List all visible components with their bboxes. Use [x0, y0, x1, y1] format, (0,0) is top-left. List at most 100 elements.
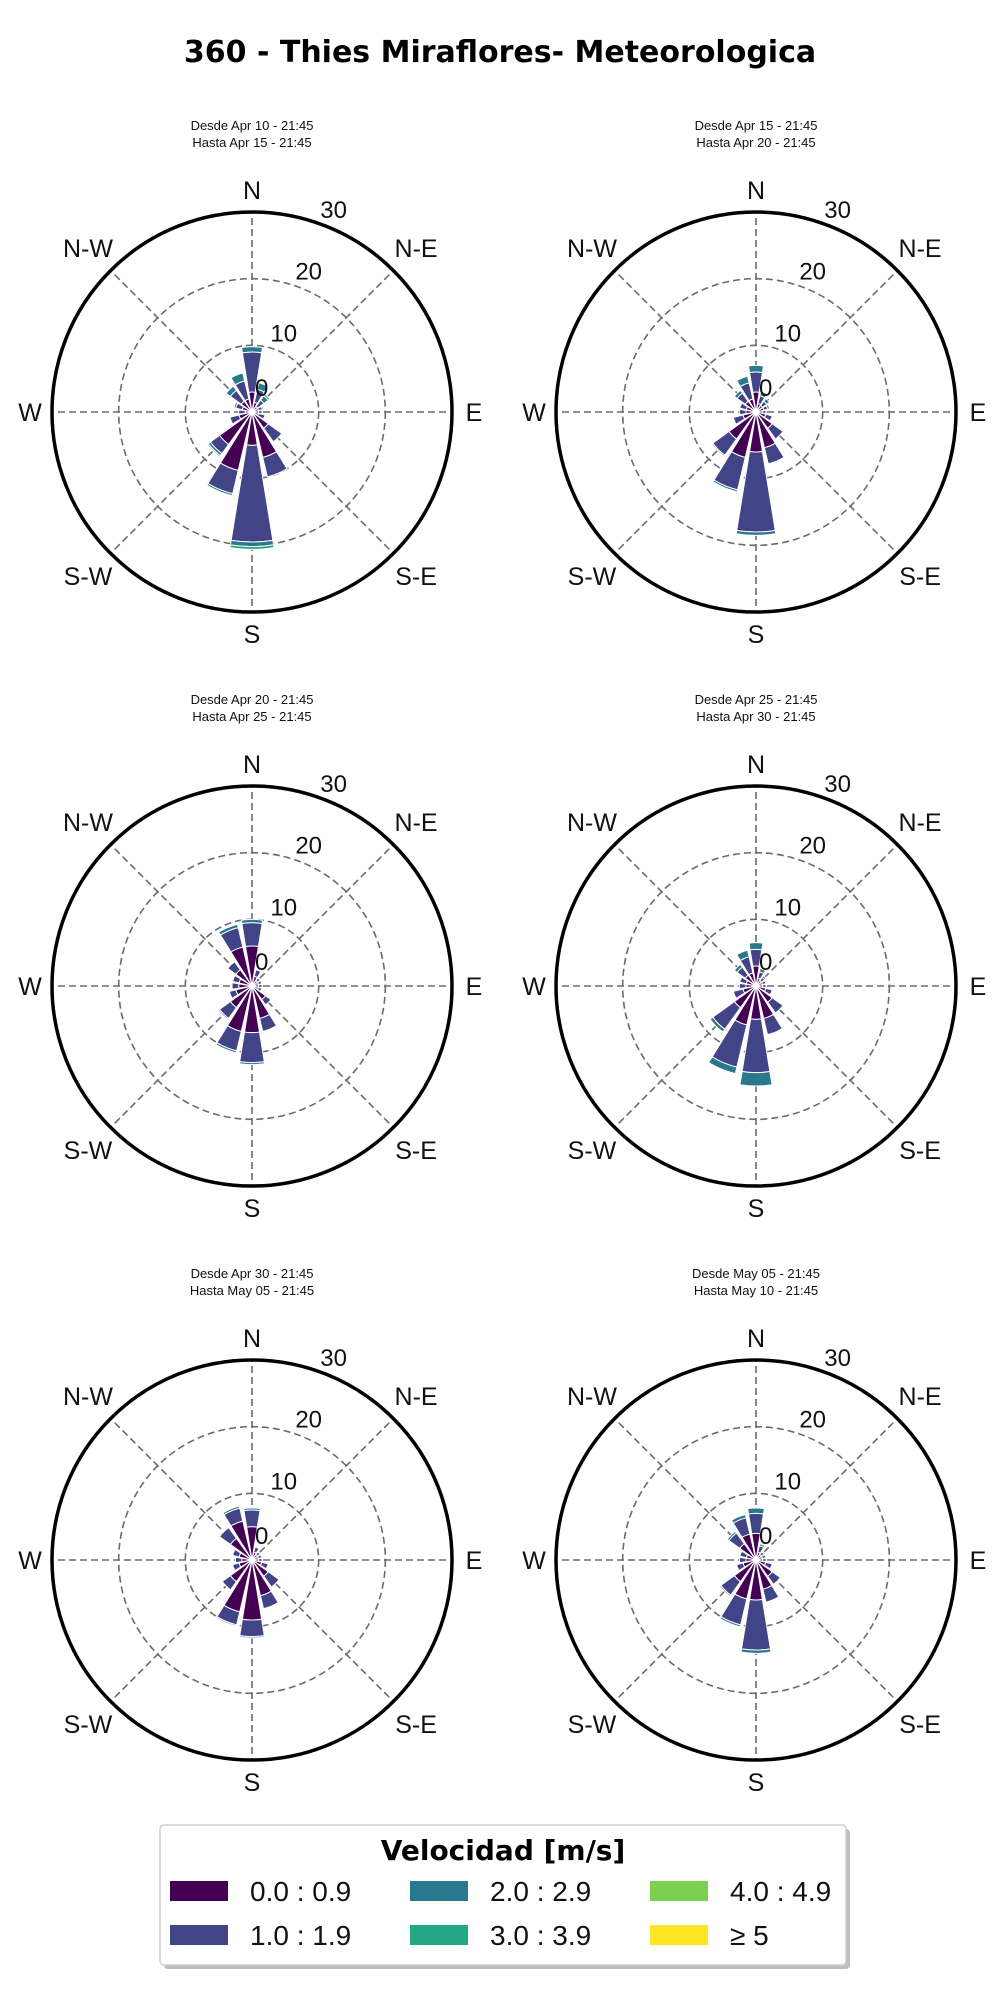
- polar-frame: [50, 1358, 454, 1762]
- direction-gridline: [614, 270, 757, 413]
- bar-N-bin-3: [748, 942, 764, 951]
- bar-WSW-bin-2: [228, 989, 239, 999]
- direction-label: S-E: [395, 563, 437, 591]
- windrose-panel-2: Desde Apr 15 - 21:45 Hasta Apr 20 - 21:45…: [522, 118, 986, 649]
- radial-tick-label: 30: [320, 771, 347, 798]
- bar-NNW-bin-3: [736, 375, 750, 388]
- direction-gridline: [755, 1559, 898, 1702]
- direction-label: N-W: [63, 1383, 113, 1411]
- figure-title: 360 - Thies Miraflores- Meteorologica: [184, 35, 816, 70]
- bar-N-bin-3: [240, 918, 264, 925]
- direction-gridline: [755, 844, 898, 987]
- bar-ESE-bin-2: [763, 413, 773, 422]
- legend-label: 0.0 : 0.9: [250, 1876, 351, 1907]
- direction-label: N: [747, 751, 765, 779]
- panel-subtitle: Hasta Apr 20 - 21:45: [696, 135, 815, 150]
- bar-SSW-bin-3: [206, 482, 234, 497]
- radial-tick-label: 20: [799, 833, 826, 860]
- bar-S-bin-4: [229, 544, 275, 550]
- windrose-panel-5: Desde Apr 30 - 21:45 Hasta May 05 - 21:45…: [18, 1266, 482, 1797]
- radial-tick-label: 0: [255, 949, 268, 976]
- direction-gridline: [110, 270, 253, 413]
- direction-label: S-E: [899, 563, 941, 591]
- bar-SSW-bin-3: [719, 1616, 742, 1628]
- direction-label: N: [747, 177, 765, 205]
- polar-frame: [554, 784, 958, 1188]
- bar-SE-bin-2: [766, 996, 784, 1014]
- legend-swatch: [410, 1881, 468, 1901]
- bar-SW-bin-3: [710, 442, 726, 458]
- bar-SSE-bin-2: [262, 451, 288, 478]
- direction-label: N-E: [899, 1383, 942, 1411]
- wind-bars: [206, 346, 288, 550]
- direction-label: W: [522, 399, 546, 427]
- radial-tick-label: 20: [799, 1407, 826, 1434]
- bar-N-bin-3: [240, 346, 264, 354]
- direction-label: S: [244, 1769, 261, 1797]
- bar-WNW-bin-2: [739, 1550, 749, 1559]
- bar-E-bin-2: [762, 983, 767, 989]
- bar-SW-bin-3: [709, 1016, 726, 1033]
- bar-NW-bin-2: [226, 960, 242, 976]
- radial-tick-label: 30: [824, 197, 851, 224]
- bar-NE-bin-3: [763, 397, 771, 405]
- polar-frame: [554, 1358, 958, 1762]
- legend-item: 0.0 : 0.9: [170, 1876, 351, 1907]
- legend-label: 2.0 : 2.9: [490, 1876, 591, 1907]
- direction-label: S-W: [568, 563, 617, 591]
- bar-W-bin-2: [234, 1556, 243, 1564]
- windrose-panel-1: Desde Apr 10 - 21:45 Hasta Apr 15 - 21:45…: [18, 118, 482, 649]
- panel-subtitle: Desde Apr 15 - 21:45: [695, 118, 818, 133]
- bar-S-bin-3: [740, 1648, 772, 1654]
- direction-label: N-W: [63, 809, 113, 837]
- radial-tick-label: 10: [270, 895, 297, 922]
- direction-label: S: [748, 1195, 765, 1223]
- direction-label: S: [748, 621, 765, 649]
- direction-label: S-W: [568, 1711, 617, 1739]
- wind-bars: [707, 942, 784, 1087]
- bar-SSW-bin-3: [215, 1042, 238, 1054]
- bar-ENE-bin-3: [260, 405, 265, 411]
- bar-SW-bin-3: [217, 1008, 230, 1021]
- bar-WSW-bin-2: [231, 1562, 242, 1572]
- direction-gridline: [755, 270, 898, 413]
- polar-frame: [554, 210, 958, 614]
- bar-SSE-bin-2: [259, 1590, 279, 1610]
- bar-S-bin-2: [239, 1031, 265, 1064]
- bar-N-bin-3: [747, 1507, 765, 1515]
- legend-label: 1.0 : 1.9: [250, 1920, 351, 1951]
- bar-WSW-bin-2: [732, 988, 746, 999]
- direction-gridline: [614, 844, 757, 987]
- bar-SW-bin-2: [221, 1574, 238, 1591]
- legend-swatch: [650, 1925, 708, 1945]
- legend-label: ≥ 5: [730, 1920, 769, 1951]
- direction-label: S-W: [64, 1711, 113, 1739]
- bar-ESE-bin-2: [259, 1561, 269, 1570]
- radial-tick-label: 0: [255, 1523, 268, 1550]
- bar-NW-bin-3: [733, 963, 744, 974]
- direction-label: S: [244, 621, 261, 649]
- bar-W-bin-2: [738, 408, 747, 416]
- bar-E-bin-2: [258, 1557, 263, 1563]
- direction-label: S-E: [395, 1711, 437, 1739]
- radial-tick-label: 30: [320, 197, 347, 224]
- wind-bars: [215, 1505, 280, 1639]
- direction-label: E: [970, 1547, 987, 1575]
- direction-label: N: [243, 1325, 261, 1353]
- bar-NE-bin-3: [761, 975, 767, 981]
- legend-title: Velocidad [m/s]: [381, 1834, 626, 1867]
- radial-tick-label: 10: [774, 1469, 801, 1496]
- bar-SSW-bin-3: [707, 1056, 738, 1075]
- direction-gridline: [251, 985, 394, 1128]
- direction-label: N-E: [395, 809, 438, 837]
- panel-subtitle: Desde Apr 20 - 21:45: [191, 692, 314, 707]
- bar-SE-bin-2: [261, 995, 272, 1006]
- radial-tick-label: 30: [824, 1345, 851, 1372]
- legend-label: 3.0 : 3.9: [490, 1920, 591, 1951]
- bar-NW-bin-3: [733, 389, 744, 400]
- direction-label: N-E: [395, 235, 438, 263]
- bar-S-bin-2: [740, 1598, 772, 1651]
- bar-NNW-bin-3: [222, 1505, 241, 1516]
- bar-NW-bin-2: [218, 1526, 238, 1546]
